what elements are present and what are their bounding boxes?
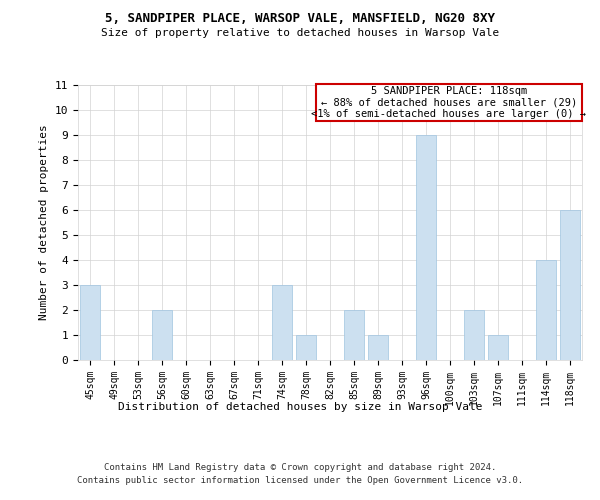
Text: Contains public sector information licensed under the Open Government Licence v3: Contains public sector information licen… [77, 476, 523, 485]
Y-axis label: Number of detached properties: Number of detached properties [39, 124, 49, 320]
Text: 5 SANDPIPER PLACE: 118sqm: 5 SANDPIPER PLACE: 118sqm [371, 86, 527, 96]
Bar [316, 84, 582, 121]
Bar [536, 260, 556, 360]
Text: Distribution of detached houses by size in Warsop Vale: Distribution of detached houses by size … [118, 402, 482, 412]
Bar [560, 210, 580, 360]
Bar [368, 335, 388, 360]
Bar [344, 310, 364, 360]
Text: ← 88% of detached houses are smaller (29): ← 88% of detached houses are smaller (29… [320, 98, 577, 108]
Bar [488, 335, 508, 360]
Text: <1% of semi-detached houses are larger (0) →: <1% of semi-detached houses are larger (… [311, 108, 586, 118]
Bar [416, 135, 436, 360]
Text: Contains HM Land Registry data © Crown copyright and database right 2024.: Contains HM Land Registry data © Crown c… [104, 462, 496, 471]
Bar [296, 335, 316, 360]
Text: Size of property relative to detached houses in Warsop Vale: Size of property relative to detached ho… [101, 28, 499, 38]
Bar [464, 310, 484, 360]
Bar [272, 285, 292, 360]
Bar [152, 310, 172, 360]
Bar [80, 285, 100, 360]
Text: 5, SANDPIPER PLACE, WARSOP VALE, MANSFIELD, NG20 8XY: 5, SANDPIPER PLACE, WARSOP VALE, MANSFIE… [105, 12, 495, 26]
